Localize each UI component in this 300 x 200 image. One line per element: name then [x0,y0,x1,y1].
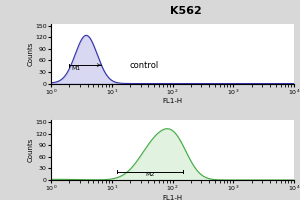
Text: control: control [130,61,159,70]
Text: M1: M1 [72,66,81,71]
X-axis label: FL1-H: FL1-H [162,195,183,200]
Text: K562: K562 [170,6,202,16]
Y-axis label: Counts: Counts [28,138,34,162]
X-axis label: FL1-H: FL1-H [162,98,183,104]
Y-axis label: Counts: Counts [28,42,34,66]
Text: M2: M2 [145,172,155,177]
